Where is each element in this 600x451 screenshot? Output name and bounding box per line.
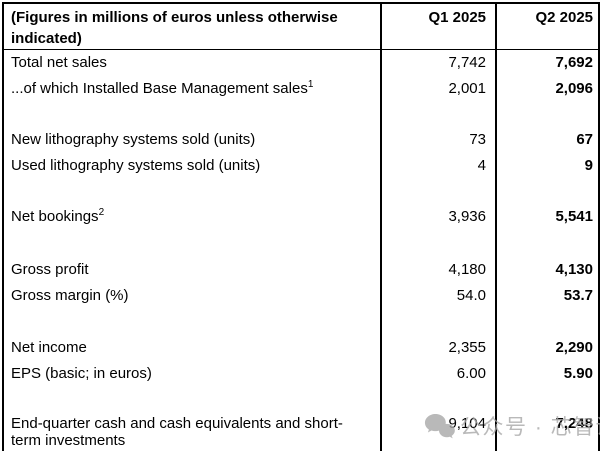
row-label: Used lithography systems sold (units) (11, 157, 261, 174)
q2-value: 9 (495, 152, 599, 179)
row-sup: 2 (98, 207, 105, 218)
q1-value: 7,742 (380, 49, 496, 76)
q2-value: 53.7 (495, 282, 599, 309)
row-label: Net bookings2 (11, 207, 105, 226)
table-row: Used lithography systems sold (units) 4 … (3, 152, 599, 179)
spacer-row (3, 308, 599, 335)
q2-value: 2,096 (495, 75, 599, 102)
spacer-row (3, 178, 599, 204)
table-header-description: (Figures in millions of euros unless oth… (3, 3, 381, 50)
table-row: Net bookings2 3,936 5,541 (3, 203, 599, 230)
row-sup: 1 (307, 79, 314, 90)
table-row: Total net sales 7,742 7,692 (3, 49, 599, 76)
table-row: ...of which Installed Base Management sa… (3, 75, 599, 102)
q1-value: 4,180 (380, 256, 496, 283)
q1-value: 6.00 (380, 360, 496, 387)
table-header-row: (Figures in millions of euros unless oth… (3, 3, 599, 50)
row-label: Net income (11, 339, 87, 356)
table-row: Net income 2,355 2,290 (3, 334, 599, 361)
q2-value: 67 (495, 126, 599, 153)
spacer-row (3, 101, 599, 127)
q1-value: 73 (380, 126, 496, 153)
q1-value: 4 (380, 152, 496, 179)
col-header-q2: Q2 2025 (495, 3, 599, 50)
q2-value: 5.90 (495, 360, 599, 387)
row-label: Gross margin (%) (11, 287, 129, 304)
spacer-row (3, 229, 599, 257)
table-row: Gross margin (%) 54.0 53.7 (3, 282, 599, 309)
row-label: ...of which Installed Base Management sa… (11, 79, 314, 98)
row-label: New lithography systems sold (units) (11, 131, 256, 148)
table-row: End-quarter cash and cash equivalents an… (3, 411, 599, 451)
q1-value: 9,104 (380, 411, 496, 451)
q1-value: 54.0 (380, 282, 496, 309)
table-row: Gross profit 4,180 4,130 (3, 256, 599, 283)
q2-value: 2,290 (495, 334, 599, 361)
q1-value: 2,001 (380, 75, 496, 102)
row-label: End-quarter cash and cash equivalents an… (11, 414, 343, 449)
col-header-q1: Q1 2025 (380, 3, 496, 50)
q2-value: 5,541 (495, 203, 599, 230)
spacer-row (3, 386, 599, 412)
q2-value: 7,248 (495, 411, 599, 451)
table-row: EPS (basic; in euros) 6.00 5.90 (3, 360, 599, 387)
row-label: Total net sales (11, 54, 107, 72)
row-label: EPS (basic; in euros) (11, 365, 152, 382)
q2-value: 4,130 (495, 256, 599, 283)
q1-value: 3,936 (380, 203, 496, 230)
table-row: New lithography systems sold (units) 73 … (3, 126, 599, 153)
q2-value: 7,692 (495, 49, 599, 76)
q1-value: 2,355 (380, 334, 496, 361)
row-label: Gross profit (11, 261, 89, 278)
